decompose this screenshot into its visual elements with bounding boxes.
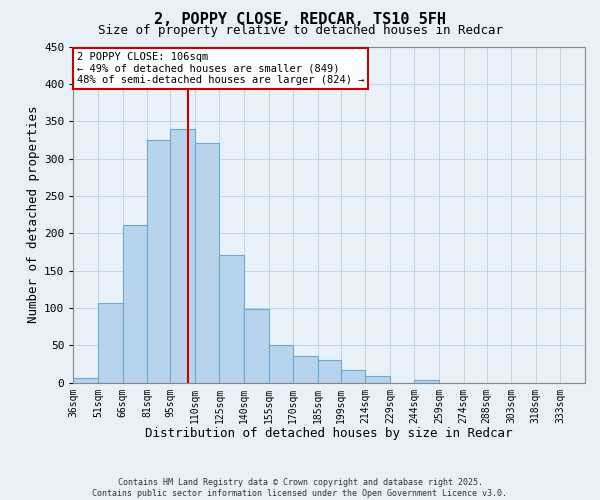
Bar xyxy=(365,376,390,382)
Bar xyxy=(170,128,195,382)
Text: 2, POPPY CLOSE, REDCAR, TS10 5FH: 2, POPPY CLOSE, REDCAR, TS10 5FH xyxy=(154,12,446,28)
Bar xyxy=(269,346,293,383)
Bar xyxy=(318,360,341,382)
Bar xyxy=(415,380,439,382)
Bar xyxy=(147,140,170,382)
Bar xyxy=(220,255,244,382)
Bar xyxy=(122,225,147,382)
Text: Size of property relative to detached houses in Redcar: Size of property relative to detached ho… xyxy=(97,24,503,37)
Y-axis label: Number of detached properties: Number of detached properties xyxy=(27,106,40,324)
Text: 2 POPPY CLOSE: 106sqm
← 49% of detached houses are smaller (849)
48% of semi-det: 2 POPPY CLOSE: 106sqm ← 49% of detached … xyxy=(77,52,364,85)
Text: Contains HM Land Registry data © Crown copyright and database right 2025.
Contai: Contains HM Land Registry data © Crown c… xyxy=(92,478,508,498)
Bar xyxy=(341,370,365,382)
Bar xyxy=(293,356,318,382)
X-axis label: Distribution of detached houses by size in Redcar: Distribution of detached houses by size … xyxy=(145,427,513,440)
Bar xyxy=(98,303,122,382)
Bar xyxy=(73,378,98,382)
Bar xyxy=(195,143,220,382)
Bar xyxy=(244,309,269,382)
